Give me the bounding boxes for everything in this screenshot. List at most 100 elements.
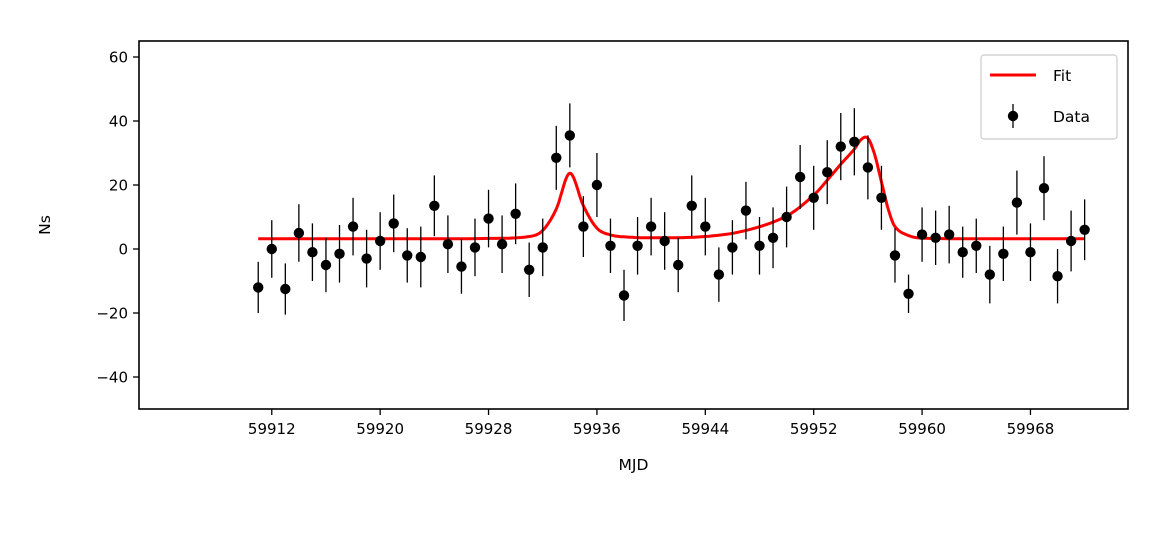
x-tick-label: 59944 [681, 420, 729, 438]
data-marker [537, 242, 548, 253]
legend-data-label: Data [1053, 108, 1090, 126]
data-point [334, 225, 345, 283]
data-marker [334, 248, 345, 259]
x-tick-label: 59952 [790, 420, 838, 438]
data-point [632, 217, 643, 275]
data-marker [347, 221, 359, 232]
data-marker [564, 130, 576, 141]
data-point [835, 113, 846, 181]
data-point [496, 215, 508, 273]
data-marker [402, 250, 413, 261]
data-marker [754, 240, 765, 251]
x-tick-label: 59928 [465, 420, 513, 438]
data-marker [388, 218, 399, 229]
legend-data-marker [1007, 110, 1019, 122]
data-point [957, 226, 968, 278]
data-marker [645, 221, 657, 232]
data-marker [578, 221, 589, 232]
data-point [645, 197, 657, 256]
data-point [1079, 199, 1090, 261]
data-marker [1052, 271, 1063, 282]
y-tick-label: −40 [96, 369, 128, 387]
data-point [591, 153, 603, 217]
x-tick-label: 59912 [248, 420, 296, 438]
data-marker [686, 200, 697, 211]
data-marker [415, 251, 426, 263]
data-point [415, 226, 426, 288]
data-marker [876, 192, 887, 203]
data-marker [1025, 247, 1036, 258]
data-marker [659, 235, 670, 247]
data-point [754, 217, 765, 275]
data-point [930, 210, 941, 265]
legend-box [980, 54, 1118, 140]
data-marker [1011, 197, 1023, 208]
data-marker [266, 243, 277, 255]
data-marker [253, 282, 264, 293]
data-point [862, 135, 874, 200]
data-point [781, 186, 792, 248]
fit-line [258, 135, 1085, 241]
data-point [700, 197, 711, 256]
data-marker [307, 247, 318, 258]
data-point [483, 189, 494, 248]
data-point [469, 218, 481, 277]
data-marker [984, 269, 996, 280]
data-marker [822, 167, 833, 178]
data-point [713, 247, 725, 302]
data-point [889, 228, 901, 283]
data-marker [781, 211, 792, 223]
data-marker [998, 248, 1009, 259]
x-tick-label: 59960 [898, 420, 946, 438]
data-marker [591, 179, 603, 191]
data-point [605, 218, 616, 273]
data-marker [835, 141, 846, 152]
data-series [253, 103, 1090, 321]
data-point [537, 218, 548, 277]
data-point [849, 108, 860, 176]
data-point [293, 204, 305, 262]
data-point [307, 223, 318, 281]
data-point [1025, 223, 1036, 281]
data-marker [673, 259, 684, 271]
data-point [727, 220, 738, 275]
data-point [442, 215, 454, 273]
data-marker [903, 288, 914, 299]
y-tick-label: 20 [109, 177, 128, 195]
data-point [984, 245, 996, 304]
data-marker [469, 242, 481, 253]
data-point [429, 175, 440, 237]
y-axis-title: Ns [36, 215, 54, 235]
data-marker [916, 229, 928, 240]
data-marker [1065, 235, 1077, 247]
data-marker [496, 239, 508, 250]
x-axis: 59912 59920 59928 59936 59944 59952 59960 59968 [248, 409, 1054, 438]
data-marker [971, 240, 982, 251]
y-tick-label: 60 [109, 49, 128, 67]
data-marker [862, 162, 874, 173]
data-point [971, 218, 982, 273]
data-marker [361, 253, 372, 264]
x-tick-label: 59968 [1007, 420, 1055, 438]
data-marker [551, 152, 562, 163]
data-point [523, 242, 535, 297]
data-point [618, 269, 630, 321]
data-marker [713, 269, 725, 280]
plot-area-frame [138, 40, 1129, 410]
data-marker [1079, 224, 1090, 235]
data-marker [727, 242, 738, 253]
data-marker [523, 264, 535, 275]
data-point [876, 165, 887, 230]
legend: Fit Data [980, 54, 1118, 140]
data-point [822, 140, 833, 205]
data-point [916, 207, 928, 262]
data-marker [943, 229, 955, 240]
data-marker [794, 171, 806, 183]
data-marker [320, 259, 332, 271]
data-marker [483, 213, 494, 224]
data-marker [889, 250, 901, 261]
data-point [686, 175, 697, 237]
data-point [767, 207, 779, 269]
data-marker [429, 200, 440, 211]
